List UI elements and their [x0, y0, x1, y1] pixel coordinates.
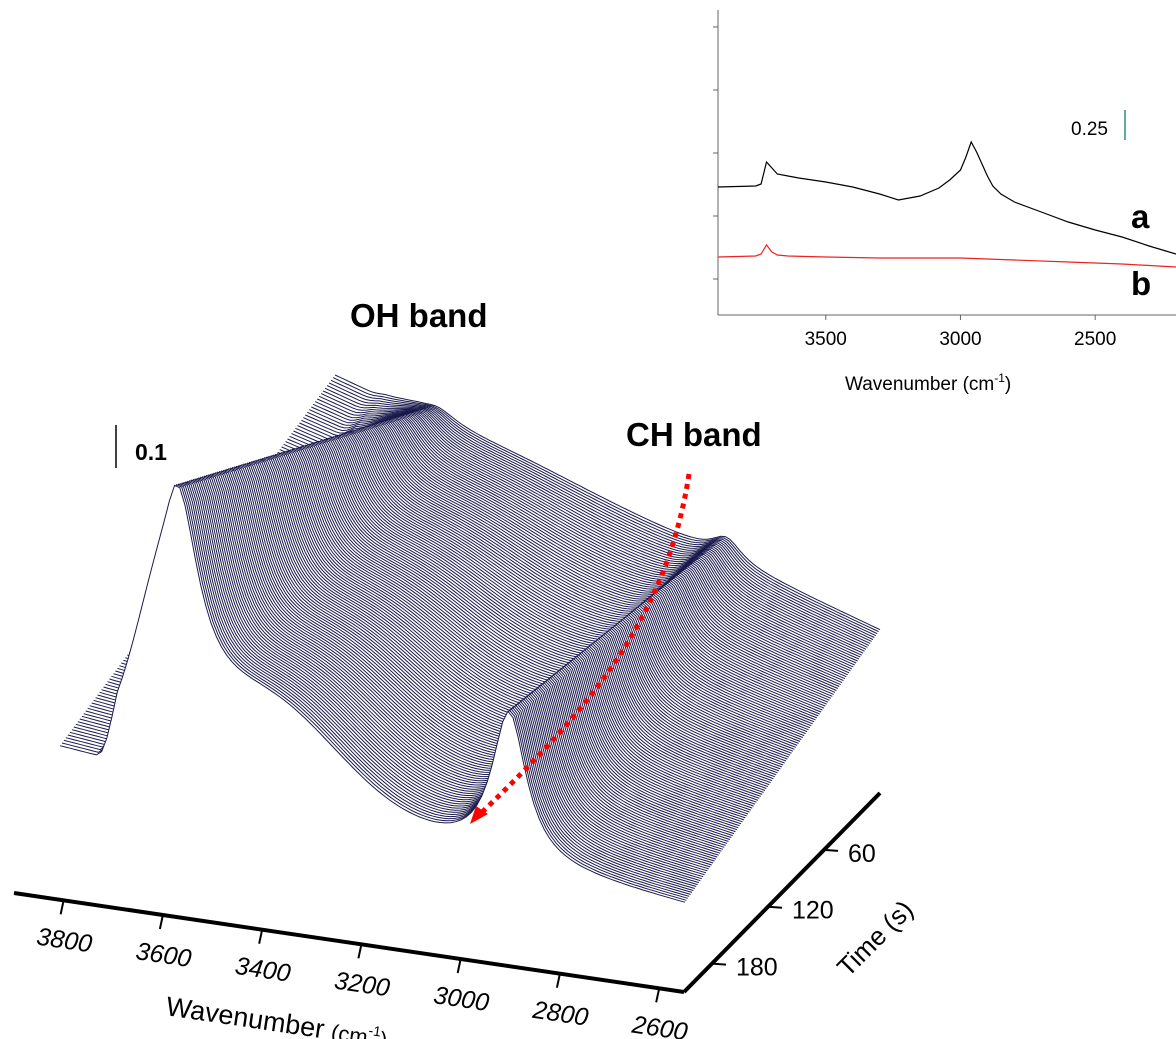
- wavenumber-axis-line: [13, 891, 685, 994]
- absorbance-scale-label: 0.1: [135, 439, 167, 465]
- wavenumber-tick: [655, 988, 661, 1003]
- time-tick-label: 120: [792, 897, 834, 925]
- wavenumber-tick-label: 3200: [333, 967, 392, 1003]
- inset-x-ticks: 3500 3000 2500: [805, 315, 1116, 350]
- time-ticks: 60 120 180: [711, 840, 876, 982]
- ch-shift-arrow: [476, 473, 692, 818]
- inset-y-ticks: [713, 26, 718, 280]
- inset-x-axis-label: Wavenumber (cm-1): [845, 371, 1011, 395]
- waterfall-chart: 3800 3600 3400 3200 3000 2800 2600 Wavenumber …: [13, 297, 919, 1039]
- wavenumber-tick-label: 2800: [530, 996, 590, 1032]
- time-tick: [711, 962, 727, 966]
- spectra-group: [59, 374, 881, 903]
- inset-series-b-label: b: [1131, 265, 1151, 302]
- wavenumber-tick: [59, 900, 65, 915]
- inset-series-line-b: [717, 243, 1176, 268]
- wavenumber-tick-label: 3600: [134, 937, 193, 973]
- time-axis-line: [682, 791, 882, 994]
- ch-shift-arrowhead: [470, 806, 488, 824]
- inset-series-line-a: [717, 140, 1176, 255]
- inset-x-tick-label: 3000: [939, 329, 981, 350]
- time-tick-label: 60: [848, 840, 876, 868]
- wavenumber-tick-label: 3000: [432, 981, 491, 1017]
- time-axis-label: Time (s): [831, 894, 919, 982]
- wavenumber-tick-label: 2600: [629, 1010, 689, 1039]
- inset-frame: [718, 10, 1176, 315]
- wavenumber-tick: [555, 973, 561, 988]
- inset-x-tick-label: 2500: [1074, 329, 1116, 350]
- time-tick-label: 180: [736, 954, 778, 982]
- time-tick: [767, 905, 783, 909]
- inset-series-a-label: a: [1131, 198, 1150, 235]
- ch-band-label: CH band: [626, 416, 762, 453]
- wavenumber-ticks: 3800 3600 3400 3200 3000 2800 2600: [35, 900, 690, 1039]
- oh-band-label: OH band: [350, 297, 488, 334]
- time-tick: [823, 848, 839, 852]
- wavenumber-tick: [357, 944, 363, 959]
- wavenumber-tick: [258, 929, 264, 944]
- wavenumber-axis-label: Wavenumber (cm-1): [164, 991, 390, 1039]
- wavenumber-tick: [456, 958, 462, 974]
- inset-chart: 3500 3000 2500 0.25 a b Wavenumber (cm-1): [713, 10, 1176, 395]
- inset-series-group: [717, 140, 1176, 268]
- inset-x-tick-label: 3500: [805, 329, 847, 350]
- inset-scale-label: 0.25: [1071, 119, 1108, 140]
- wavenumber-tick-label: 3400: [233, 952, 292, 988]
- wavenumber-tick: [158, 914, 164, 930]
- wavenumber-tick-label: 3800: [35, 923, 94, 959]
- spectrum-line: [330, 379, 878, 635]
- spectrum-line: [59, 484, 686, 903]
